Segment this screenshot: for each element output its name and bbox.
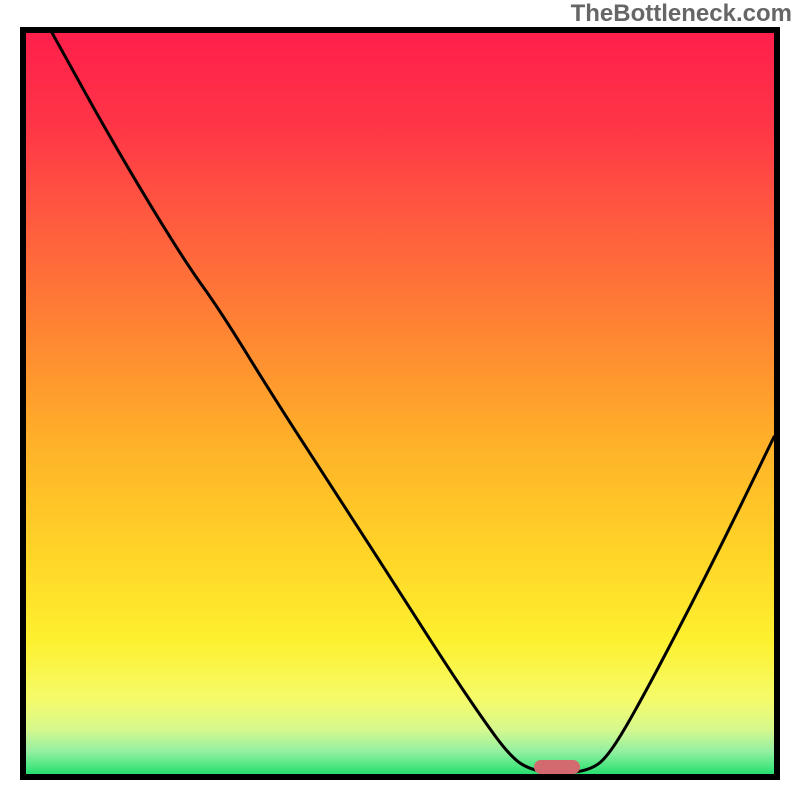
watermark-text: TheBottleneck.com (571, 0, 792, 28)
chart-container: TheBottleneck.com (0, 0, 800, 800)
plot-frame (20, 27, 780, 780)
minimum-marker (534, 760, 580, 774)
gradient-background (26, 33, 774, 774)
